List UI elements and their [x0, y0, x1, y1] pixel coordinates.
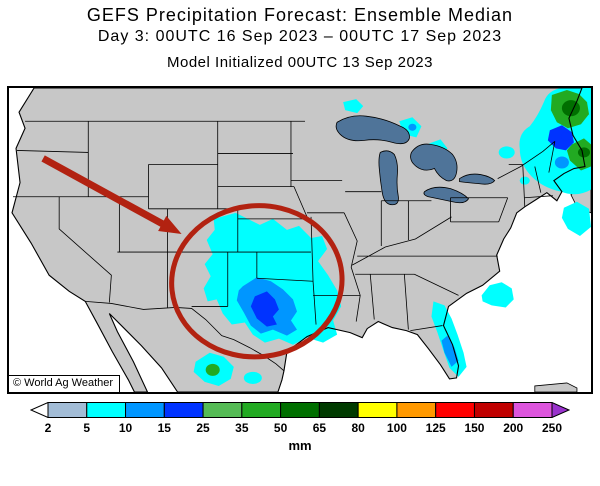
precip-hudson-valley-5-10: [519, 176, 530, 185]
precip-atlantic-offshore-5-10: [481, 282, 514, 308]
cuba-land: [534, 382, 578, 392]
colorbar-segment: [47, 402, 88, 418]
colorbar-segment: [318, 402, 359, 418]
colorbar-segment: [241, 402, 282, 418]
colorbar-tick: 200: [503, 421, 524, 435]
valid-period: Day 3: 00UTC 16 Sep 2023 – 00UTC 17 Sep …: [97, 28, 503, 45]
precip-maritime-offshore-5-10: [561, 201, 591, 236]
colorbar-segment: [512, 402, 553, 418]
colorbar-tick: 50: [273, 421, 288, 435]
colorbar-segment: [396, 402, 437, 418]
precip-southern-plains-15-25: [250, 291, 279, 327]
colorbar-segment: [473, 402, 514, 418]
colorbar-tick: 15: [157, 421, 171, 435]
precip-newengland-10-15: [554, 156, 569, 169]
colorbar-segment: [125, 402, 165, 418]
lake-huron: [410, 143, 458, 182]
precip-lake-michigan-10-15: [408, 123, 417, 131]
precip-florida-10-15: [441, 335, 459, 367]
model-init-line: Model Initialized 00UTC 13 Sep 2023: [167, 54, 433, 71]
colorbar-tick: 25: [196, 421, 210, 435]
copyright-label: © World Ag Weather: [9, 375, 121, 392]
colorbar-tick: 65: [312, 421, 327, 435]
colorbar-tick: 10: [118, 421, 133, 435]
us-precipitation-map: [11, 88, 591, 392]
precip-newengland-core-15-25: [560, 132, 571, 141]
colorbar-segment: [357, 402, 398, 418]
colorbar-tick: 125: [425, 421, 446, 435]
colorbar-ticks: 2 5 10 15 25 35 50 65 80 100 125 150 200 250: [30, 421, 570, 435]
precip-maritimes-50-65: [577, 147, 590, 158]
colorbar-tick: 250: [541, 421, 563, 435]
precip-lake-superior-5-10: [343, 99, 364, 114]
colorbar-tick: 5: [83, 421, 91, 435]
annotation-arrow-shaft: [41, 155, 165, 227]
state-borders: [13, 120, 556, 372]
precip-upstate-ny-5-10: [498, 146, 515, 159]
lake-erie: [423, 186, 470, 204]
colorbar-segment: [280, 402, 320, 418]
colorbar-segment: [435, 402, 475, 418]
precip-mexico-35-50: [205, 363, 220, 376]
great-lakes: [335, 115, 496, 206]
colorbar-tick: 2: [44, 421, 52, 435]
colorbar-tick: 80: [351, 421, 365, 435]
colorbar-tick: 35: [235, 421, 249, 435]
colorbar-segment: [202, 402, 243, 418]
page-title: GEFS Precipitation Forecast: Ensemble Me…: [86, 5, 514, 25]
lake-michigan: [378, 150, 399, 206]
highlight-ellipse: [169, 203, 345, 360]
lake-ontario: [459, 173, 496, 185]
annotation-arrow-head-icon: [158, 215, 182, 234]
annotations: [41, 155, 345, 360]
lake-superior: [335, 115, 410, 145]
colorbar-tick: 150: [464, 421, 485, 435]
colorbar-unit: mm: [288, 438, 312, 453]
title-block: GEFS Precipitation Forecast: Ensemble Me…: [0, 5, 600, 71]
map-frame: © World Ag Weather: [7, 86, 593, 394]
colorbar-segment: [163, 402, 204, 418]
colorbar-cap-left: [30, 402, 49, 418]
colorbar-segment: [86, 402, 127, 418]
precip-mexico-east-5-10: [243, 371, 262, 384]
colorbar-cap-right: [551, 402, 570, 418]
colorbar-tick: 100: [386, 421, 407, 435]
colorbar: [30, 402, 570, 418]
